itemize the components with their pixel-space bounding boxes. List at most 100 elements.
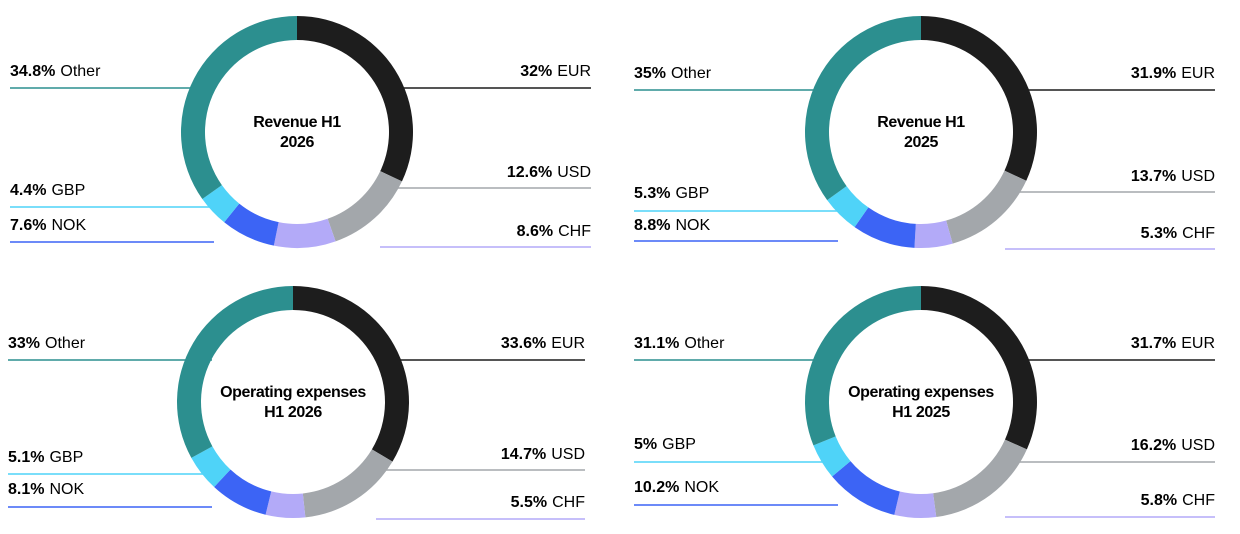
donut-center-title: Revenue H1 [877,114,965,131]
donut-slice-eur [293,286,409,462]
slice-currency: USD [551,446,585,463]
slice-label-eur: 31.7% EUR [1131,335,1215,352]
donut-slice-other [177,286,293,458]
donut-slice-chf [265,491,306,518]
slice-label-other: 34.8% Other [10,63,101,80]
slice-percent: 33% [8,335,40,352]
donut-center-title: H1 2025 [892,404,950,421]
slice-currency: NOK [675,217,710,234]
slice-label-nok: 8.8% NOK [634,217,710,234]
slice-currency: GBP [662,436,696,453]
slice-percent: 10.2% [634,479,679,496]
slice-currency: EUR [551,335,585,352]
donut-center-title: Operating expenses [220,384,366,401]
slice-percent: 5% [634,436,657,453]
donut-slice-gbp [202,185,240,223]
donut-slice-gbp [191,446,231,488]
slice-currency: USD [557,164,591,181]
donut-slice-chf [894,491,937,518]
slice-percent: 13.7% [1131,168,1176,185]
slice-currency: CHF [558,223,591,240]
slice-label-nok: 7.6% NOK [10,217,86,234]
slice-percent: 31.7% [1131,335,1176,352]
slice-label-chf: 5.8% CHF [1141,492,1216,509]
slice-percent: 31.9% [1131,65,1176,82]
donut-center-title: 2026 [280,134,314,151]
slice-percent: 35% [634,65,666,82]
donut-slice-nok [224,203,279,246]
donut-panel-2: 31.9% EUR 13.7% USD 5.3% CHF 8.8% NOK 5.3% GBP 35%… [634,15,1216,250]
slice-currency: Other [684,335,725,352]
slice-currency: CHF [1182,225,1215,242]
donut-slice-nok [854,207,916,248]
donut-slice-other [805,15,921,201]
slice-label-eur: 32% EUR [520,63,591,80]
slice-label-nok: 10.2% NOK [634,479,719,496]
slice-percent: 33.6% [501,335,546,352]
slice-label-other: 31.1% Other [634,335,725,352]
donut-slice-other [181,15,297,199]
slice-currency: GBP [51,182,85,199]
slice-label-gbp: 5% GBP [634,436,696,453]
slice-currency: NOK [51,217,86,234]
slice-percent: 8.6% [517,223,553,240]
donut-slice-nok [214,469,272,515]
donut-slice-usd [302,449,393,518]
slice-currency: EUR [557,63,591,80]
donut-slice-usd [327,171,402,242]
donut-slice-other [805,286,921,446]
slice-percent: 5.3% [634,185,670,202]
slice-percent: 34.8% [10,63,55,80]
slice-label-chf: 5.3% CHF [1141,225,1216,242]
donut-center-title: Revenue H1 [253,114,341,131]
donut-panel-1: 32% EUR 12.6% USD 8.6% CHF 7.6% NOK 4.4% GBP 34.8%… [10,15,592,248]
donut-slice-eur [921,286,1037,450]
slice-percent: 32% [520,63,552,80]
slice-percent: 31.1% [634,335,679,352]
slice-label-chf: 8.6% CHF [517,223,592,240]
slice-currency: USD [1181,437,1215,454]
slice-percent: 12.6% [507,164,552,181]
slice-currency: Other [60,63,101,80]
slice-currency: USD [1181,168,1215,185]
slice-label-usd: 13.7% USD [1131,168,1215,185]
donut-slice-gbp [813,436,851,477]
slice-currency: Other [671,65,712,82]
donut-slice-chf [273,218,336,248]
slice-label-other: 33% Other [8,335,86,352]
slice-currency: GBP [49,449,83,466]
slice-label-usd: 16.2% USD [1131,437,1215,454]
slice-label-chf: 5.5% CHF [511,494,586,511]
slice-label-eur: 31.9% EUR [1131,65,1215,82]
donut-slice-usd [933,439,1027,517]
slice-label-gbp: 4.4% GBP [10,182,85,199]
slice-percent: 5.3% [1141,225,1177,242]
slice-percent: 7.6% [10,217,46,234]
slice-currency: EUR [1181,65,1215,82]
slice-percent: 14.7% [501,446,546,463]
slice-percent: 4.4% [10,182,46,199]
slice-currency: NOK [684,479,719,496]
slice-percent: 5.8% [1141,492,1177,509]
slice-currency: NOK [49,481,84,498]
slice-label-gbp: 5.3% GBP [634,185,709,202]
donut-panel-4: 31.7% EUR 16.2% USD 5.8% CHF 10.2% NOK 5% GBP 31.1… [634,286,1215,518]
slice-percent: 16.2% [1131,437,1176,454]
donut-slice-eur [297,16,413,182]
donut-center-title: H1 2026 [264,404,322,421]
donut-center-title: Operating expenses [848,384,994,401]
donut-center-title: 2025 [904,134,938,151]
donut-slice-gbp [827,186,869,228]
slice-label-usd: 12.6% USD [507,164,591,181]
slice-label-other: 35% Other [634,65,712,82]
slice-label-gbp: 5.1% GBP [8,449,83,466]
slice-currency: CHF [1182,492,1215,509]
slice-currency: Other [45,335,86,352]
donut-slice-nok [832,461,900,515]
slice-label-nok: 8.1% NOK [8,481,84,498]
slice-label-usd: 14.7% USD [501,446,585,463]
donut-slice-usd [946,170,1027,244]
slice-label-eur: 33.6% EUR [501,335,585,352]
slice-percent: 5.5% [511,494,547,511]
